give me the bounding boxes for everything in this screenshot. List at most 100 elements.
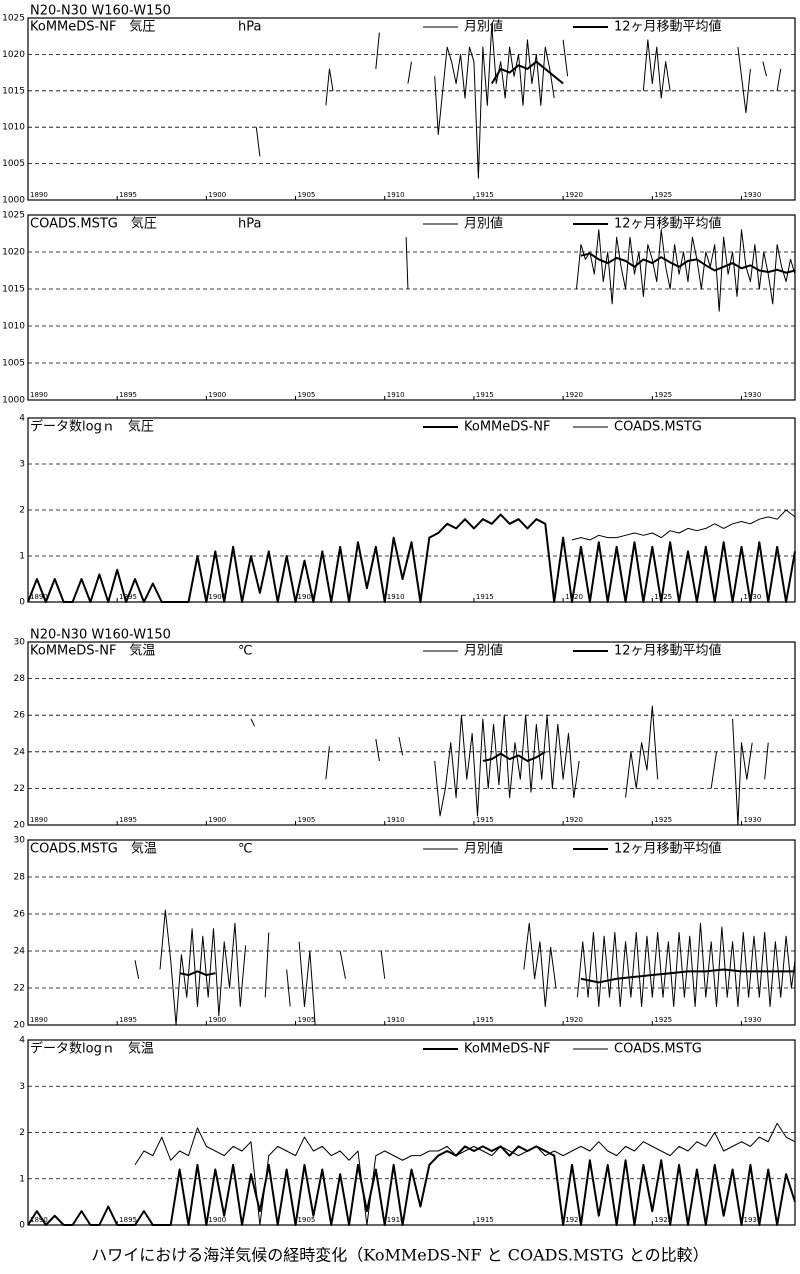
x-tick-label: 1905 [298,816,316,824]
y-tick-label: 20 [14,821,26,831]
x-tick-label: 1925 [654,191,672,199]
x-tick-label: 1905 [298,593,316,601]
x-tick-label: 1890 [30,1016,48,1024]
y-tick-label: 4 [19,1036,25,1046]
x-tick-label: 1925 [654,1216,672,1224]
y-tick-label: 26 [14,711,26,721]
y-tick-label: 0 [19,1221,25,1231]
chart-title: KoMMeDS-NF 気圧 [30,19,155,35]
legend-label: 月別値 [464,19,503,35]
x-tick-label: 1905 [298,1216,316,1224]
x-tick-label: 1900 [208,1216,226,1224]
legend-label: COADS.MSTG [614,420,702,435]
legend-label: 12ヶ月移動平均値 [614,643,722,659]
chart-title: データ数logｎ 気温 [30,1041,154,1057]
y-tick-label: 24 [14,947,26,957]
x-tick-label: 1900 [208,191,226,199]
x-tick-label: 1890 [30,593,48,601]
y-tick-label: 1000 [2,196,25,206]
x-tick-label: 1925 [654,593,672,601]
x-tick-label: 1890 [30,816,48,824]
x-tick-label: 1920 [565,593,583,601]
legend-label: 12ヶ月移動平均値 [614,841,722,857]
y-tick-label: 1015 [2,86,25,96]
legend-label: 12ヶ月移動平均値 [614,216,722,232]
x-tick-label: 1900 [208,593,226,601]
y-tick-label: 3 [19,460,25,470]
x-tick-label: 1910 [387,191,405,199]
chart-title: COADS.MSTG 気温 [30,841,157,857]
series-line [571,509,796,541]
x-tick-label: 1900 [208,1016,226,1024]
legend-label: 月別値 [464,841,503,857]
plot-frame [27,17,796,201]
legend-label: 12ヶ月移動平均値 [614,19,722,35]
x-tick-label: 1900 [208,816,226,824]
unit-label: ℃ [238,644,253,659]
y-tick-label: 20 [14,1021,26,1031]
y-tick-label: 1020 [2,248,25,258]
x-tick-label: 1905 [298,391,316,399]
y-tick-label: 2 [19,506,25,516]
series-line [482,750,546,762]
x-tick-label: 1915 [476,191,494,199]
y-tick-label: 22 [14,984,25,994]
y-tick-label: 1 [19,1174,25,1184]
series-line [179,968,795,984]
y-tick-label: 1010 [2,322,25,332]
x-tick-label: 1910 [387,1216,405,1224]
chart-title: KoMMeDS-NF 気温 [30,643,155,659]
x-tick-label: 1930 [743,593,761,601]
y-tick-label: 1005 [2,159,25,169]
x-tick-label: 1910 [387,391,405,399]
legend-label: KoMMeDS-NF [464,420,550,435]
series-line [490,60,564,85]
unit-label: hPa [238,217,261,232]
y-tick-label: 26 [14,910,26,920]
x-tick-label: 1915 [476,816,494,824]
y-tick-label: 1025 [2,211,25,221]
x-tick-label: 1925 [654,1016,672,1024]
series-line [250,705,769,826]
chart-subtitle: N20-N30 W160-W150 [30,628,171,643]
legend-label: 月別値 [464,643,503,659]
plot-frame [27,214,796,401]
series-line [27,1145,796,1226]
x-tick-label: 1895 [119,191,137,199]
series-line [255,24,782,179]
y-tick-label: 22 [14,784,25,794]
y-tick-label: 28 [14,674,26,684]
x-tick-label: 1905 [298,191,316,199]
series-line [134,1122,796,1226]
x-tick-label: 1930 [743,391,761,399]
x-tick-label: 1895 [119,816,137,824]
y-tick-label: 1015 [2,285,25,295]
plot-frame [27,839,796,1026]
x-tick-label: 1925 [654,816,672,824]
x-tick-label: 1915 [476,1016,494,1024]
series-line [27,513,796,603]
x-tick-label: 1915 [476,593,494,601]
x-tick-label: 1895 [119,1216,137,1224]
y-tick-label: 1025 [2,14,25,24]
x-tick-label: 1910 [387,816,405,824]
x-tick-label: 1890 [30,191,48,199]
legend-label: KoMMeDS-NF [464,1042,550,1057]
x-tick-label: 1925 [654,391,672,399]
plot-frame [27,641,796,826]
y-tick-label: 1005 [2,359,25,369]
x-tick-label: 1910 [387,593,405,601]
x-tick-label: 1920 [565,1016,583,1024]
caption: ハワイにおける海洋気候の経時変化（KoMMeDS-NF と COADS.MSTG… [91,1246,708,1265]
y-tick-label: 3 [19,1082,25,1092]
series-line [134,909,796,1026]
chart-title: COADS.MSTG 気圧 [30,216,157,232]
y-tick-label: 1000 [2,396,25,406]
y-tick-label: 28 [14,873,26,883]
chart-title: データ数logｎ 気圧 [30,419,154,435]
x-tick-label: 1915 [476,391,494,399]
x-tick-label: 1920 [565,191,583,199]
y-tick-label: 4 [19,414,25,424]
y-tick-label: 30 [14,836,26,846]
